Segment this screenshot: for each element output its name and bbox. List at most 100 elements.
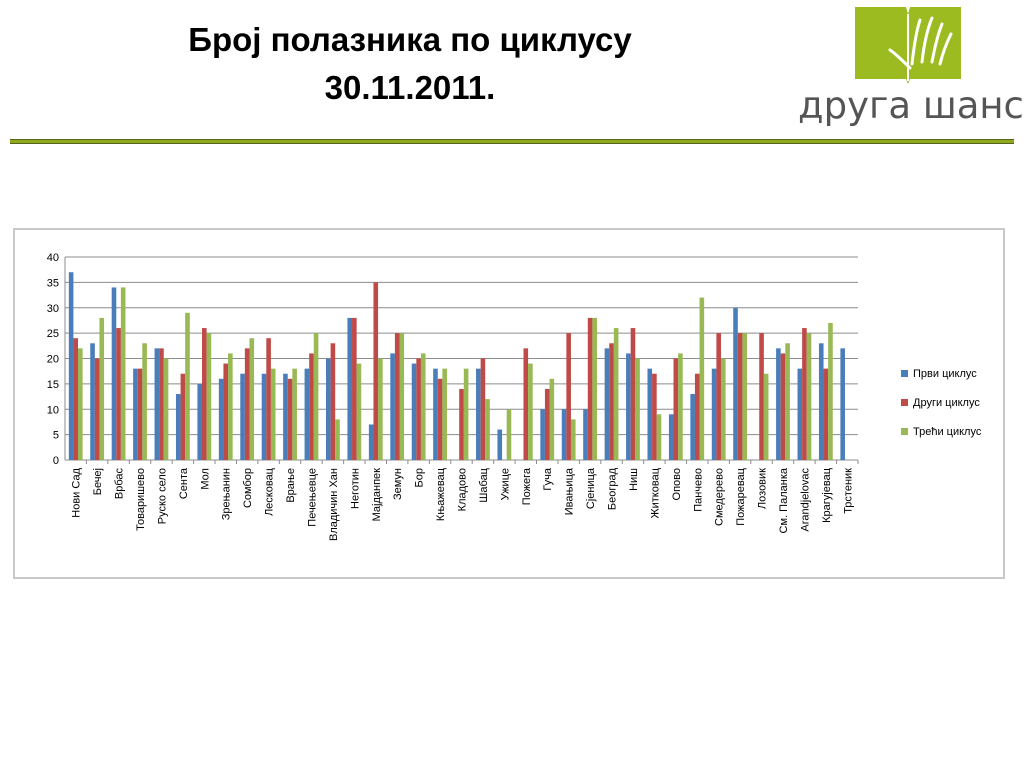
bar	[326, 358, 331, 460]
bar	[673, 358, 679, 460]
bar	[270, 368, 276, 460]
x-tick-label: Мајданпек	[371, 468, 383, 522]
bar	[94, 358, 100, 460]
bar	[266, 338, 271, 460]
y-tick-label: 20	[47, 354, 59, 366]
bar	[197, 383, 203, 460]
x-tick-label: Смедерево	[714, 468, 726, 526]
x-tick-label: Ивањица	[564, 467, 576, 515]
bar	[549, 378, 555, 460]
x-tick-label: Књажевац	[435, 467, 447, 521]
bar	[780, 353, 786, 460]
bar	[223, 363, 229, 460]
legend-label: Други циклус	[913, 397, 980, 409]
bar	[647, 368, 653, 460]
legend-swatch	[901, 370, 908, 377]
bar	[292, 368, 297, 460]
bar	[523, 348, 529, 460]
bar	[411, 363, 417, 460]
x-tick-label: Владичин Хан	[328, 468, 340, 541]
bar	[185, 312, 190, 460]
page-title-line-1: Број полазника по циклусу	[188, 21, 632, 58]
bar	[828, 322, 833, 460]
bar	[609, 343, 614, 460]
bar	[202, 328, 207, 460]
bar	[540, 409, 545, 460]
bar	[776, 348, 781, 460]
y-tick-label: 30	[47, 303, 59, 315]
bar	[249, 338, 255, 460]
x-tick-label: Врбас	[114, 468, 126, 500]
y-tick-label: 40	[47, 252, 59, 264]
bar	[823, 368, 829, 460]
x-tick-label: Гуча	[542, 467, 554, 490]
bar	[561, 409, 567, 460]
page-title: Број полазника по циклусу 30.11.2011.	[60, 16, 760, 112]
bar	[416, 358, 421, 460]
bar	[570, 419, 576, 460]
x-tick-label: Сјеница	[585, 467, 597, 509]
bar	[592, 317, 597, 460]
bar	[763, 373, 769, 460]
bar	[437, 378, 443, 460]
bar	[283, 373, 288, 460]
bar	[330, 343, 336, 460]
page-title-line-2: 30.11.2011.	[324, 69, 496, 106]
bar	[840, 348, 845, 460]
bar	[699, 297, 705, 460]
bar	[630, 328, 636, 460]
bar	[463, 368, 469, 460]
bar	[378, 358, 383, 460]
bar	[159, 348, 164, 460]
bar	[335, 419, 340, 460]
x-tick-label: Ниш	[628, 468, 640, 491]
bar	[175, 394, 181, 460]
bar	[678, 353, 683, 460]
bar	[711, 368, 717, 460]
x-tick-label: Arandjelovac	[799, 468, 811, 532]
bar	[120, 287, 126, 460]
bar	[528, 363, 533, 460]
legend-label: Трећи циклус	[913, 426, 982, 438]
bar	[180, 373, 186, 460]
x-tick-label: Руско село	[156, 468, 168, 524]
bar	[137, 368, 143, 460]
bar	[806, 333, 812, 460]
bar	[309, 353, 314, 460]
logo-text: друга шанса	[798, 84, 1024, 127]
bar	[356, 363, 362, 460]
bar	[154, 348, 160, 460]
bar	[78, 348, 83, 460]
x-tick-label: Бор	[414, 468, 426, 487]
bar	[476, 368, 481, 460]
bar	[587, 317, 593, 460]
legend-swatch	[901, 428, 908, 435]
bar	[506, 409, 512, 460]
bar	[480, 358, 486, 460]
x-tick-label: Сента	[178, 467, 190, 499]
x-tick-label: Сомбор	[242, 468, 254, 508]
bar	[90, 343, 95, 460]
bar	[613, 328, 619, 460]
x-tick-label: Зрењанин	[221, 468, 233, 520]
bar	[68, 272, 74, 460]
bar	[737, 333, 743, 460]
x-tick-label: Панчево	[692, 468, 704, 512]
bar	[742, 333, 748, 460]
bar	[583, 409, 588, 460]
bar	[390, 353, 395, 460]
bar	[261, 373, 267, 460]
x-tick-label: Неготин	[349, 468, 361, 509]
bar	[73, 338, 79, 460]
legend-label: Први циклус	[913, 368, 977, 380]
y-tick-label: 0	[53, 455, 59, 467]
x-tick-label: Врање	[285, 468, 297, 503]
bar	[652, 373, 657, 460]
bar-chart: 0 5 10 15 20 25 30 35 40 Нови Сад Бечеј Врбас Товари…	[47, 252, 982, 541]
chart-container: 0 5 10 15 20 25 30 35 40 Нови Сад Бечеј Врбас Товари…	[13, 228, 1005, 579]
bar	[206, 333, 212, 460]
bar	[420, 353, 426, 460]
legend-swatch	[901, 399, 908, 406]
bar	[244, 348, 250, 460]
bar	[544, 388, 550, 460]
